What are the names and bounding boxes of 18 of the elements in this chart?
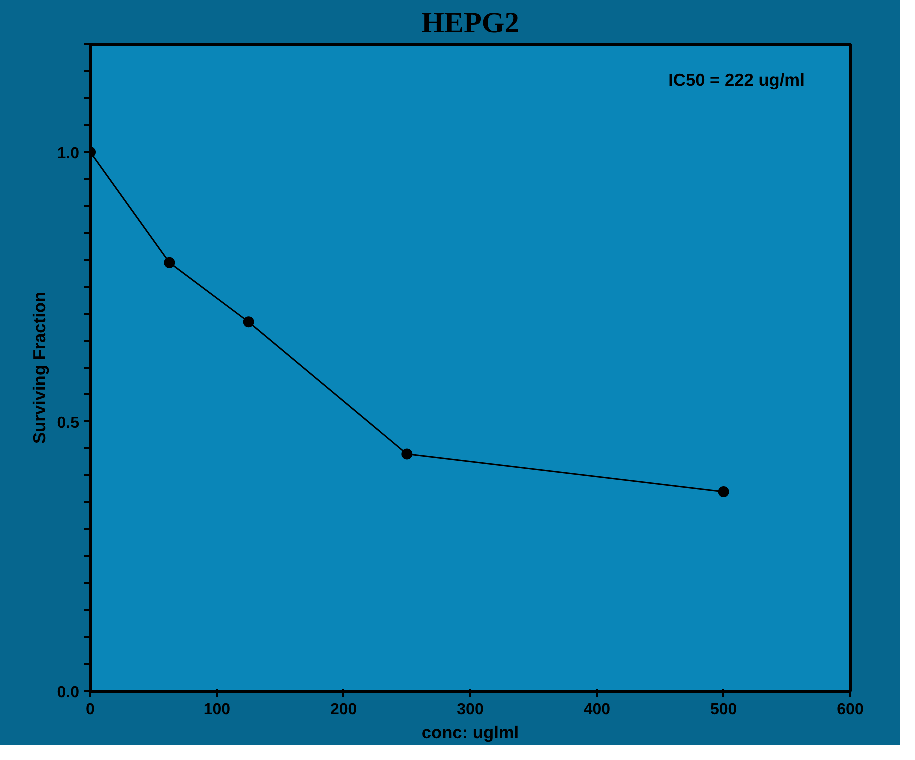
x-tick-label: 200 — [330, 702, 358, 718]
point — [718, 486, 730, 498]
x-tick-label: 600 — [837, 702, 864, 718]
point — [164, 257, 176, 268]
chart-title: HEPG2 — [422, 8, 520, 40]
x-axis-title: conc: uglml — [422, 722, 520, 742]
x-tick-label: 300 — [457, 702, 484, 718]
y-tick-label: 0.5 — [57, 414, 80, 432]
x-tick-label: 0 — [86, 702, 96, 718]
x-tick-label: 400 — [584, 702, 611, 718]
x-tick-label: 500 — [710, 702, 738, 718]
point — [243, 316, 254, 328]
x-tick-label: 100 — [204, 702, 231, 718]
point — [402, 448, 413, 460]
y-tick-label: 1.0 — [57, 145, 80, 162]
y-axis-title: Surviving Fraction — [29, 292, 50, 444]
annotation: IC50 = 222 ug/ml — [668, 70, 805, 90]
y-tick-label: 0.0 — [57, 684, 80, 702]
